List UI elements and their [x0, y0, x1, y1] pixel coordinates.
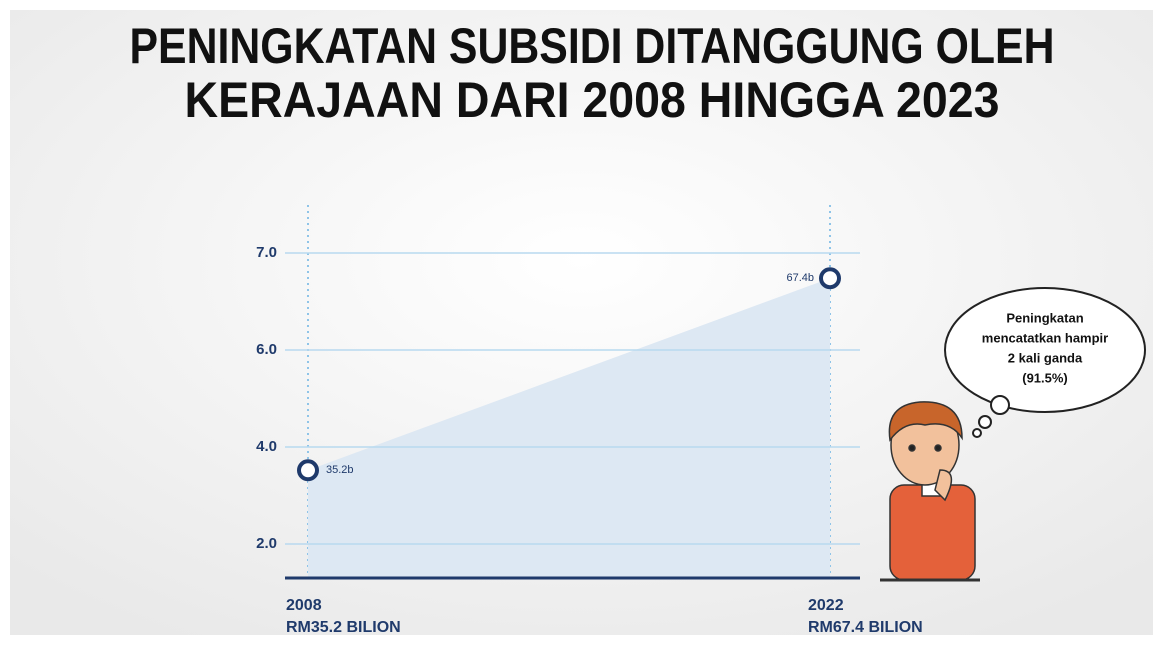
x-tick-label: 2008: [286, 597, 322, 614]
point: [819, 267, 841, 290]
boy-illustration: [880, 401, 980, 582]
area: [308, 278, 830, 578]
x-sublabel: RM67.4 BILION: [808, 619, 923, 636]
thought-cloud: [944, 287, 1146, 438]
y-tick-label: 6.0: [256, 341, 277, 358]
y-tick-label: 2.0: [256, 535, 277, 552]
x-tick-label: 2022: [808, 597, 844, 614]
annotation: (91.5%): [1022, 370, 1068, 385]
y-tick-label: 7.0: [256, 244, 277, 261]
value-label: 67.4b: [786, 272, 814, 284]
chart-title: KERAJAAN DARI 2008 HINGGA 2023: [185, 72, 1000, 128]
point: [297, 459, 319, 482]
annotation: 2 kali ganda: [1008, 350, 1083, 365]
cloud-text: Peningkatan mencatatkan hampir 2 kali ga…: [982, 310, 1108, 385]
x-sublabel: RM35.2 BILION: [286, 619, 401, 636]
plot: 2.0 4.0 6.0 7.0 35.2b 2008 RM35.2 BILION 67.4b 2…: [256, 205, 923, 636]
chart-title: PENINGKATAN SUBSIDI DITANGGUNG OLEH: [130, 18, 1055, 74]
value-label: 35.2b: [326, 464, 354, 476]
annotation: Peningkatan: [1006, 310, 1083, 325]
y-tick-label: 4.0: [256, 438, 277, 455]
annotation: mencatatkan hampir: [982, 330, 1108, 345]
